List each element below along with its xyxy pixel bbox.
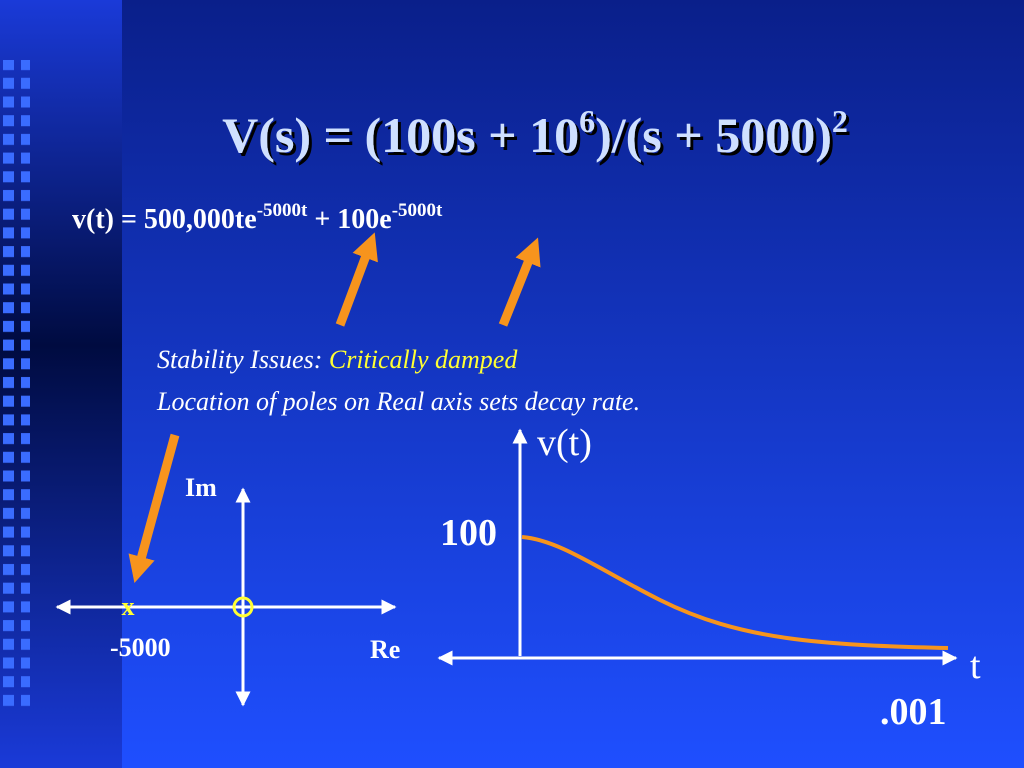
decay-curve [521,535,949,650]
note-label: Stability Issues: [157,345,329,374]
pole-marker: x [122,592,135,621]
equation: v(t) = 500,000te-5000t + 100e-5000t [72,200,443,235]
note-highlight: Critically damped [329,345,518,374]
note-line: Location of poles on Real axis sets deca… [156,387,640,416]
eq-text: v(t) = 500,000te [72,204,257,235]
pole-value: -5000 [110,633,171,662]
title-sup: 2 [832,103,848,139]
y-label: v(t) [537,422,592,464]
y-value: 100 [440,512,497,554]
title: V(s) = (100s + 106)/(s + 5000)2 [222,103,848,163]
note-line: Stability Issues: Critically damped [157,345,518,374]
x-value: .001 [880,691,947,733]
title-text: )/(s + 5000) [595,107,832,163]
eq-sup: -5000t [392,200,443,221]
arrow [335,232,378,327]
title-text: V(s) = (100s + 10 [222,107,579,163]
arrow [498,237,541,327]
arrow [128,433,180,584]
im-label: Im [185,473,217,502]
eq-text: + 100e [307,204,391,235]
re-label: Re [370,635,400,664]
x-label: t [970,645,981,687]
eq-sup: -5000t [257,200,308,221]
title-sup: 6 [579,103,595,139]
zero-marker [232,596,254,618]
side-pattern [0,60,30,710]
